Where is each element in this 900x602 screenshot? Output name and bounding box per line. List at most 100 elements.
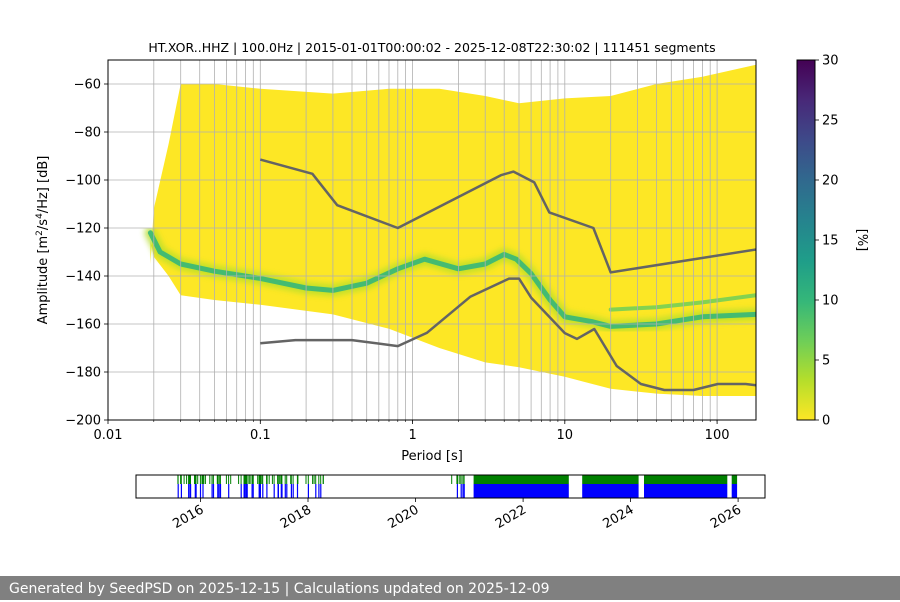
availability-stripe-blue [243, 484, 245, 498]
availability-stripe-blue [245, 484, 247, 498]
y-axis-label-sup1: 2 [35, 230, 45, 236]
availability-timeline: 2016 2018 2020 2022 2024 2026 [135, 474, 766, 532]
availability-stripe-green [225, 475, 227, 484]
x-tick-label: 0.1 [250, 428, 271, 443]
nlnm-curve [260, 277, 756, 392]
availability-stripe-green [245, 475, 247, 484]
availability-stripe-blue [199, 484, 202, 498]
availability-stripe-green [318, 475, 320, 484]
availability-stripe-green [246, 475, 248, 484]
chart-title: HT.XOR..HHZ | 100.0Hz | 2015-01-01T00:00… [148, 40, 715, 55]
availability-stripe-green [292, 475, 294, 484]
availability-stripe-green [322, 475, 324, 484]
y-axis-label: Amplitude [m2/s4/Hz] [dB] [35, 156, 51, 325]
availability-stripe-green [189, 475, 190, 484]
availability-stripe-blue [219, 484, 221, 498]
availability-stripe-blue [195, 484, 197, 498]
availability-stripe-green [195, 475, 197, 484]
availability-stripe-green [259, 475, 261, 484]
availability-stripe-blue [188, 484, 190, 498]
y-tick-label: −140 [65, 270, 101, 285]
timeline-tick-label: 2020 [385, 502, 421, 532]
availability-stripe-green [201, 475, 203, 484]
availability-stripe-blue [211, 484, 213, 498]
availability-stripe-green [219, 475, 221, 484]
availability-stripe-green [186, 475, 188, 484]
availability-stripe-green [456, 475, 458, 484]
y-tick-label: −180 [65, 366, 101, 381]
availability-stripe-green [284, 475, 286, 484]
colorbar-ticks: 0 5 10 15 20 25 30 [815, 54, 839, 429]
availability-stripe-green [281, 475, 283, 484]
availability-stripe-green [460, 475, 462, 484]
availability-span-green [731, 475, 738, 484]
availability-stripe-green [183, 475, 185, 484]
availability-stripe-green [296, 475, 298, 484]
availability-stripe-blue [292, 484, 294, 498]
availability-stripe-green [230, 475, 232, 484]
y-tick-label: −60 [74, 78, 101, 93]
availability-stripe-green [268, 475, 270, 484]
availability-stripe-green [204, 475, 206, 484]
grid-lines [108, 60, 756, 420]
availability-stripe-green [305, 475, 307, 484]
timeline-tick-label: 2024 [600, 502, 636, 532]
availability-stripe-green [307, 475, 309, 484]
availability-stripe-blue [219, 484, 222, 498]
y-axis-label-sup2: 4 [35, 213, 45, 219]
nhnm-curve [259, 158, 756, 274]
availability-stripe-green [451, 475, 453, 484]
availability-stripe-green [243, 475, 245, 484]
availability-stripe-green [462, 475, 464, 484]
availability-stripe-green [290, 475, 292, 484]
availability-stripe-green [197, 475, 199, 484]
availability-stripe-green [248, 475, 250, 484]
y-axis: −200 −180 −160 −140 −120 −100 −80 −60 [65, 78, 108, 429]
colorbar-tick-label: 15 [822, 234, 839, 249]
availability-stripe-blue [262, 484, 264, 498]
density-envelope [150, 64, 756, 397]
availability-stripe-green [277, 475, 279, 484]
colorbar-gradient [796, 59, 816, 421]
y-axis-label-prefix: Amplitude [m [36, 236, 51, 325]
availability-stripe-green [315, 475, 317, 484]
availability-stripe-green [228, 475, 230, 484]
availability-span-blue [644, 484, 728, 498]
availability-stripe-blue [202, 484, 204, 498]
availability-span-blue [731, 484, 738, 498]
availability-stripe-green [259, 475, 260, 484]
availability-stripe-blue [286, 484, 288, 498]
availability-stripe-green [262, 475, 264, 484]
availability-stripe-blue [463, 484, 465, 498]
availability-stripe-blue [273, 484, 275, 498]
availability-stripe-green [199, 475, 201, 484]
availability-stripe-green [249, 475, 251, 484]
availability-stripe-green [203, 475, 205, 484]
density-secondary-mode-line [608, 293, 756, 312]
availability-stripe-green [240, 475, 242, 484]
availability-stripe-blue [462, 484, 464, 498]
availability-stripe-blue [240, 484, 242, 498]
availability-stripe-green [252, 475, 253, 484]
availability-stripe-green [217, 475, 219, 484]
timeline-tick-label: 2022 [493, 502, 529, 532]
availability-stripe-blue [307, 484, 309, 498]
availability-stripe-blue [177, 484, 179, 498]
availability-stripe-green [212, 475, 214, 484]
availability-stripe-blue [190, 484, 192, 498]
availability-stripe-blue [320, 484, 322, 498]
availability-stripe-green [280, 475, 282, 484]
availability-stripe-green [266, 475, 268, 484]
availability-stripe-blue [217, 484, 219, 498]
colorbar-tick-label: 5 [822, 354, 830, 369]
timeline-tick-label: 2018 [278, 502, 314, 532]
x-tick-label: 100 [705, 428, 730, 443]
availability-stripe-green [244, 475, 246, 484]
timeline-tick-label: 2026 [708, 502, 744, 532]
y-tick-label: −80 [74, 126, 101, 141]
colorbar-tick-label: 30 [822, 54, 839, 69]
availability-stripe-green [180, 475, 182, 484]
availability-stripe-blue [194, 484, 196, 498]
y-axis-label-suffix: /Hz] [dB] [36, 156, 51, 214]
